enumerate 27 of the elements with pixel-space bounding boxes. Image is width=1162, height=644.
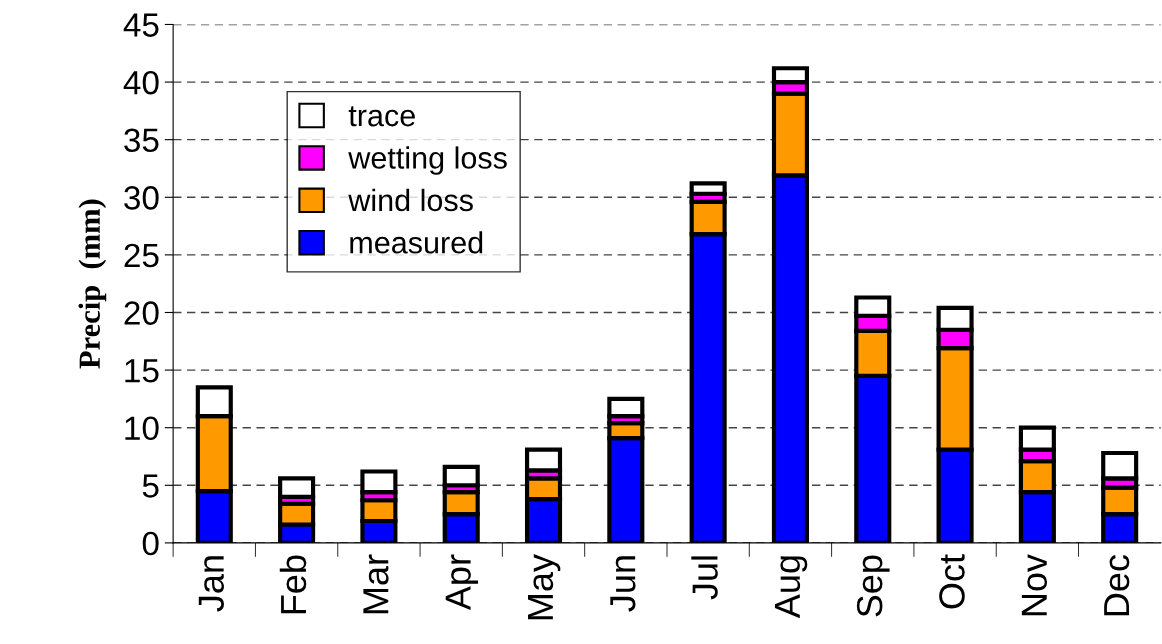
y-tick-label: 30 [124, 186, 159, 210]
x-tick-label: Mar [363, 554, 389, 614]
x-tick-label: Apr [445, 554, 479, 611]
x-tick-label: Aug [774, 556, 808, 619]
x-tick-label: Jul [691, 556, 718, 600]
y-tick-label: 35 [124, 128, 159, 153]
y-tick-label: 45 [123, 13, 159, 37]
y-tick-label: 10 [125, 416, 159, 441]
legend-label: measured [350, 231, 483, 254]
x-tick-label: Oct [939, 554, 965, 609]
y-tick-label: 0 [142, 531, 159, 556]
legend-label: wind loss [348, 188, 473, 212]
x-tick-label: Jan [198, 556, 224, 612]
legend-label: wetting loss [348, 146, 507, 175]
y-tick-label: 40 [123, 70, 159, 95]
y-tick-label: 5 [142, 474, 159, 498]
x-tick-label: Jun [610, 556, 636, 612]
x-tick-label: Nov [1021, 554, 1048, 616]
y-axis-title: Precip (mm) [78, 199, 107, 369]
x-tick-label: Dec [1104, 554, 1130, 616]
y-tick-label: 15 [125, 359, 159, 383]
x-tick-label: May [528, 554, 561, 620]
x-tick-label: Feb [279, 555, 307, 614]
legend-label: trace [348, 106, 415, 127]
y-tick-label: 25 [124, 243, 159, 268]
x-tick-label: Sep [856, 555, 890, 617]
y-tick-label: 20 [124, 301, 159, 325]
